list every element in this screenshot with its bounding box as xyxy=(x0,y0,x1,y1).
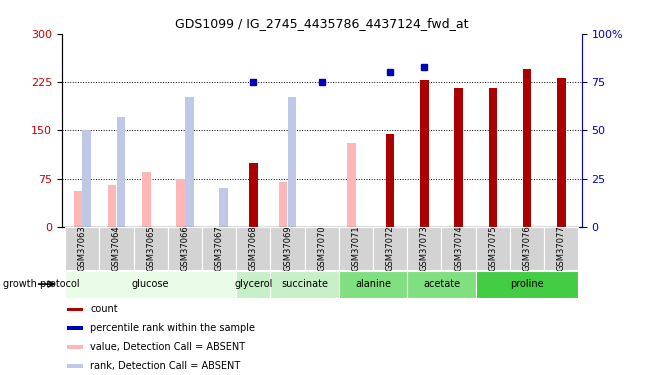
Text: glucose: glucose xyxy=(132,279,170,289)
Bar xyxy=(168,227,202,270)
Bar xyxy=(347,143,356,227)
Text: growth protocol: growth protocol xyxy=(3,279,80,289)
Bar xyxy=(67,308,83,311)
Bar xyxy=(185,98,194,227)
Bar xyxy=(441,227,476,270)
Text: acetate: acetate xyxy=(423,279,460,289)
Bar xyxy=(134,227,168,270)
Text: GSM37066: GSM37066 xyxy=(181,226,189,272)
Bar xyxy=(373,227,408,270)
Bar xyxy=(73,192,82,227)
Text: alanine: alanine xyxy=(355,279,391,289)
Text: rank, Detection Call = ABSENT: rank, Detection Call = ABSENT xyxy=(90,361,240,370)
Text: GSM37076: GSM37076 xyxy=(523,226,532,272)
Text: GSM37075: GSM37075 xyxy=(488,226,497,271)
Bar xyxy=(116,117,125,227)
Bar xyxy=(236,227,270,270)
Bar xyxy=(454,88,463,227)
Text: GSM37071: GSM37071 xyxy=(352,226,361,271)
Bar xyxy=(510,227,544,270)
Bar xyxy=(476,271,578,298)
Bar xyxy=(67,364,83,368)
Text: GSM37065: GSM37065 xyxy=(146,226,155,271)
Bar xyxy=(523,69,531,227)
Bar xyxy=(249,162,257,227)
Text: GSM37070: GSM37070 xyxy=(317,226,326,271)
Bar xyxy=(176,178,185,227)
Bar xyxy=(476,227,510,270)
Bar xyxy=(408,271,476,298)
Text: value, Detection Call = ABSENT: value, Detection Call = ABSENT xyxy=(90,342,246,352)
Text: GSM37073: GSM37073 xyxy=(420,226,429,272)
Text: GSM37064: GSM37064 xyxy=(112,226,121,271)
Bar xyxy=(99,227,134,270)
Text: count: count xyxy=(90,304,118,314)
Bar xyxy=(489,88,497,227)
Bar xyxy=(279,182,287,227)
Text: proline: proline xyxy=(510,279,544,289)
Bar xyxy=(142,172,151,227)
Bar xyxy=(270,227,305,270)
Text: GSM37063: GSM37063 xyxy=(78,226,87,272)
Text: GSM37067: GSM37067 xyxy=(214,226,224,272)
Text: succinate: succinate xyxy=(281,279,328,289)
Bar xyxy=(65,227,99,270)
Text: GSM37074: GSM37074 xyxy=(454,226,463,271)
Bar xyxy=(339,227,373,270)
Bar xyxy=(67,326,83,330)
Bar xyxy=(305,227,339,270)
Bar xyxy=(65,271,236,298)
Bar xyxy=(420,80,428,227)
Bar xyxy=(288,98,296,227)
Bar xyxy=(270,271,339,298)
Text: GSM37069: GSM37069 xyxy=(283,226,292,271)
Bar xyxy=(236,271,270,298)
Text: percentile rank within the sample: percentile rank within the sample xyxy=(90,323,255,333)
Text: GSM37077: GSM37077 xyxy=(556,226,566,272)
Bar xyxy=(386,134,395,227)
Bar xyxy=(108,185,116,227)
Text: GSM37068: GSM37068 xyxy=(249,226,258,272)
Text: glycerol: glycerol xyxy=(234,279,272,289)
Bar xyxy=(544,227,578,270)
Text: GSM37072: GSM37072 xyxy=(385,226,395,271)
Bar xyxy=(83,130,91,227)
Bar xyxy=(67,345,83,349)
Bar xyxy=(339,271,408,298)
Bar xyxy=(202,227,236,270)
Bar xyxy=(557,78,566,227)
Bar xyxy=(219,188,228,227)
Title: GDS1099 / IG_2745_4435786_4437124_fwd_at: GDS1099 / IG_2745_4435786_4437124_fwd_at xyxy=(175,17,469,30)
Bar xyxy=(408,227,441,270)
